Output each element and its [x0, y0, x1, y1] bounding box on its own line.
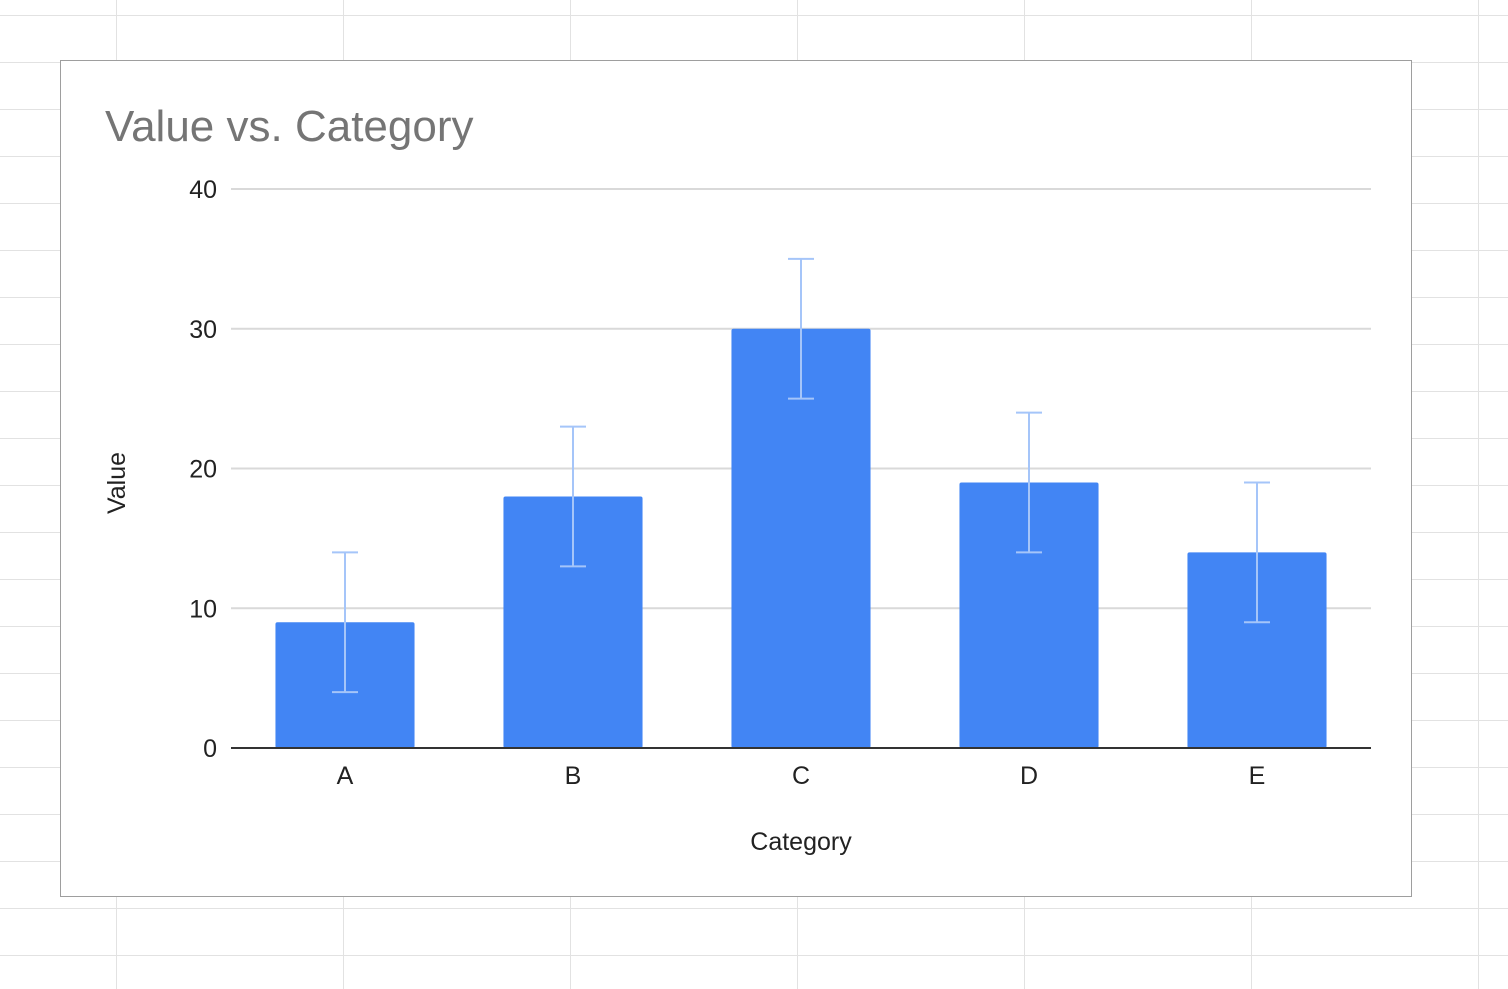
chart-title: Value vs. Category	[105, 102, 473, 151]
error-bar-e	[1244, 481, 1270, 624]
x-tick-labels: A B C D E	[337, 762, 1266, 790]
bars	[275, 328, 1327, 748]
x-tick-label: B	[565, 762, 582, 790]
y-tick-label: 10	[189, 595, 217, 623]
x-tick-label: A	[337, 762, 354, 790]
x-tick-label: C	[792, 762, 810, 790]
y-tick-label: 20	[189, 456, 217, 484]
error-bar-a	[332, 551, 358, 694]
error-bar-c	[788, 257, 814, 400]
bar-d	[959, 482, 1099, 748]
y-tick-labels: 0 10 20 30 40	[189, 176, 217, 763]
error-bars	[332, 257, 1270, 694]
error-bar-b	[560, 425, 586, 568]
y-axis-title: Value	[103, 452, 131, 514]
chart-card[interactable]: Value vs. Category Value Category 0 10 20 3…	[60, 60, 1412, 897]
y-tick-label: 40	[189, 176, 217, 204]
bar-c	[731, 328, 871, 748]
bar-chart: Value vs. Category Value Category 0 10 20 3…	[103, 102, 1371, 856]
y-tick-label: 30	[189, 316, 217, 344]
x-tick-label: D	[1020, 762, 1038, 790]
bar-b	[503, 496, 643, 748]
x-axis-title: Category	[750, 828, 852, 856]
bar-e	[1187, 552, 1327, 748]
x-tick-label: E	[1249, 762, 1266, 790]
error-bar-d	[1016, 411, 1042, 554]
y-tick-label: 0	[203, 735, 217, 763]
